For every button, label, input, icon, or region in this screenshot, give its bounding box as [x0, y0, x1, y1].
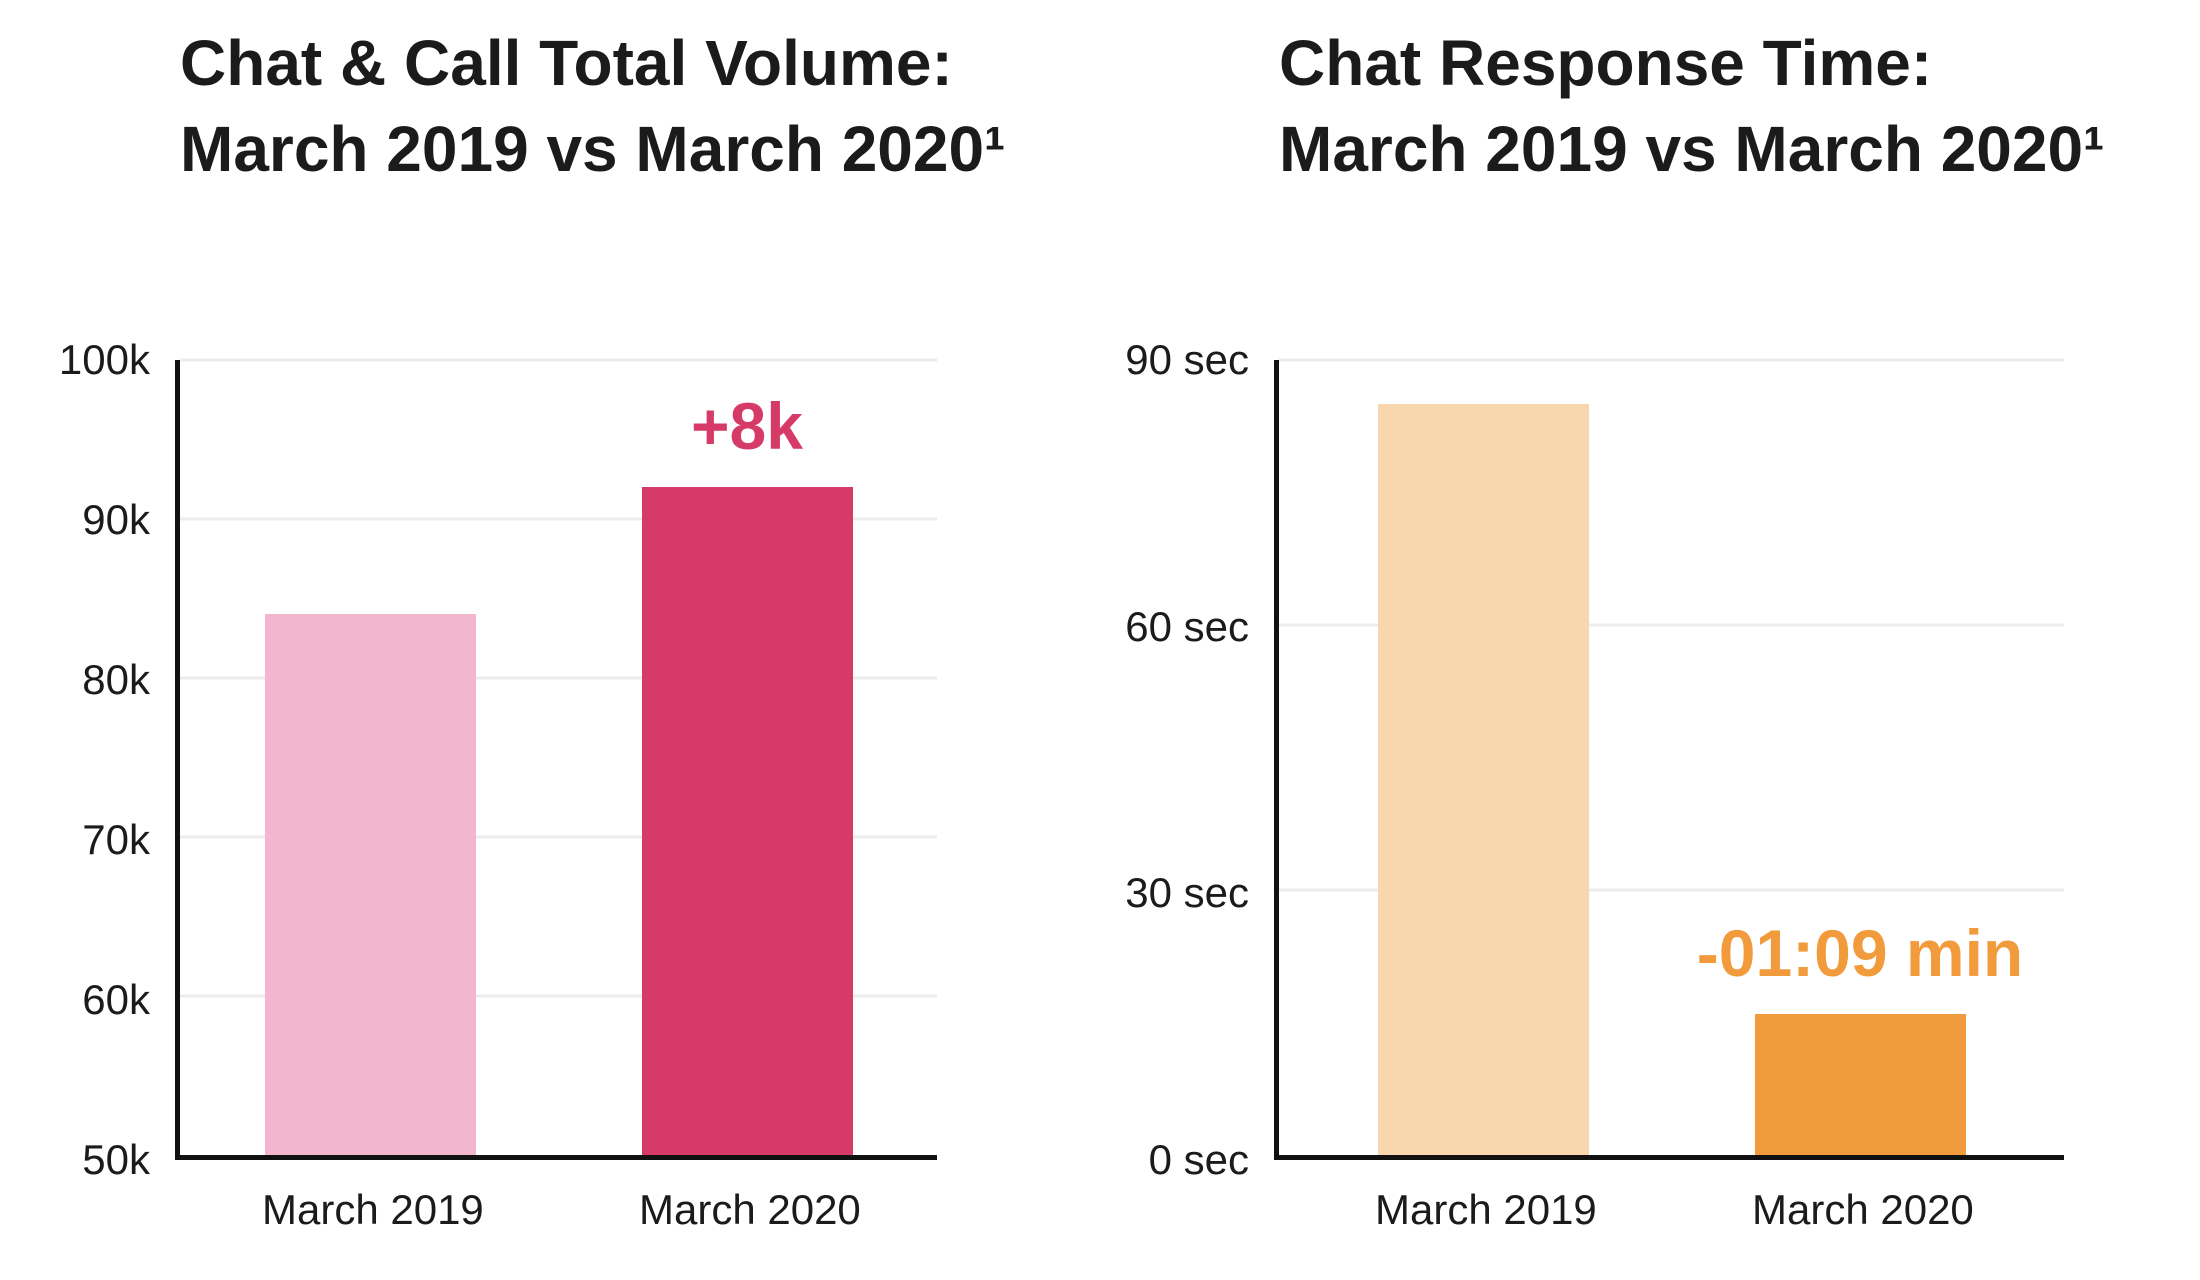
- y-tick-label: 90k: [82, 496, 150, 543]
- x-tick-label: March 2020: [639, 1186, 861, 1233]
- y-axis-labels: 0 sec 30 sec 60 sec 90 sec: [1099, 336, 1249, 1183]
- bar-slot: [264, 360, 476, 1155]
- y-tick-label: 30 sec: [1125, 869, 1249, 917]
- gridline: [1279, 888, 2064, 892]
- gridline: [180, 835, 937, 839]
- y-tick-label: 60k: [82, 976, 150, 1023]
- bars: -01:09 min: [1279, 360, 2064, 1155]
- chart-title: Chat Response Time: March 2019 vs March …: [1279, 20, 2104, 192]
- y-tick-label: 0 sec: [1148, 1136, 1249, 1183]
- bars: +8k: [180, 360, 937, 1155]
- x-axis-labels: March 2019 March 2020: [175, 1186, 937, 1234]
- y-tick-label: 70k: [82, 816, 150, 863]
- y-tick-label: 100k: [58, 336, 150, 383]
- bar-slot: [1377, 360, 1589, 1155]
- x-tick-label: March 2019: [1375, 1186, 1597, 1233]
- plot-area: +8k: [175, 358, 937, 1160]
- bar-slot: -01:09 min: [1697, 360, 2023, 1155]
- gridline: [180, 676, 937, 680]
- gridline: [180, 517, 937, 521]
- chart-title-line1: Chat & Call Total Volume:: [180, 27, 953, 99]
- chart-title-line2: March 2019 vs March 2020¹: [1279, 113, 2105, 185]
- x-tick-label: March 2020: [1752, 1186, 1974, 1233]
- y-tick-label: 60 sec: [1125, 602, 1249, 650]
- y-tick-label: 90 sec: [1125, 336, 1249, 383]
- bar-slot: +8k: [641, 360, 853, 1155]
- chart-title-line1: Chat Response Time:: [1279, 27, 1933, 99]
- gridline: [180, 994, 937, 998]
- y-axis-labels: 50k 60k 70k 80k 90k 100k: [0, 336, 150, 1183]
- chat-response-time-chart: Chat Response Time: March 2019 vs March …: [1099, 0, 2200, 1280]
- delta-annotation: -01:09 min: [1696, 915, 2024, 990]
- bar-march-2020: -01:09 min: [1697, 920, 2023, 1155]
- chart-title-line2: March 2019 vs March 2020¹: [180, 113, 1006, 185]
- chat-call-volume-chart: Chat & Call Total Volume: March 2019 vs …: [0, 20, 1005, 1234]
- delta-annotation: +8k: [691, 389, 803, 464]
- bar-march-2020: +8k: [641, 393, 853, 1155]
- gridline: [180, 358, 937, 362]
- y-tick-label: 50k: [82, 1136, 150, 1183]
- gridline: [1279, 623, 2064, 627]
- gridline: [1279, 358, 2064, 362]
- x-axis-labels: March 2019 March 2020: [1274, 1186, 2064, 1234]
- y-tick-label: 80k: [82, 656, 150, 703]
- bar-march-2019: [264, 614, 476, 1155]
- plot-area: -01:09 min: [1274, 358, 2064, 1160]
- x-tick-label: March 2019: [262, 1186, 484, 1233]
- bar-march-2019: [1377, 404, 1589, 1155]
- chart-title: Chat & Call Total Volume: March 2019 vs …: [180, 20, 1005, 192]
